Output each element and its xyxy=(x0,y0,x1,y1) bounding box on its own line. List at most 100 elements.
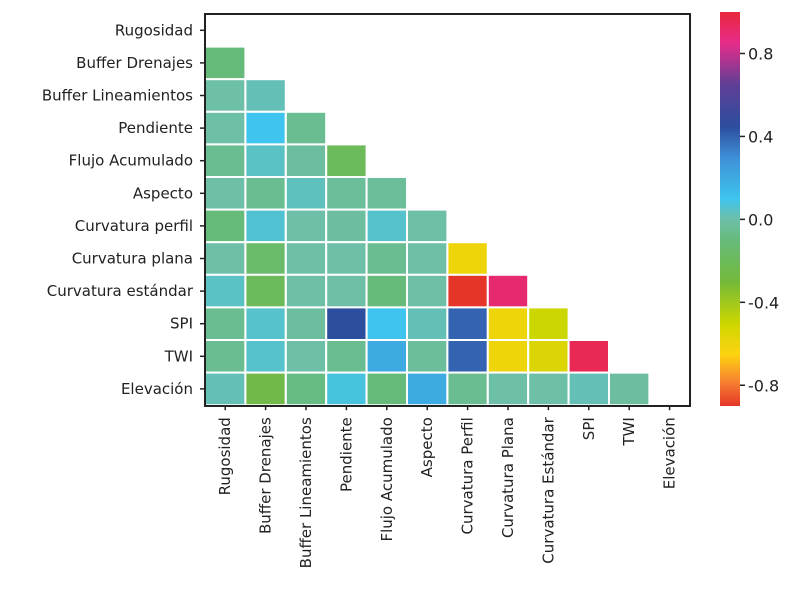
column-label: Elevación xyxy=(661,417,679,489)
heatmap-cell xyxy=(244,273,287,309)
heatmap-cell xyxy=(284,110,328,146)
row-label: Curvatura plana xyxy=(72,250,193,268)
row-label: Elevación xyxy=(121,380,193,398)
heatmap-cell xyxy=(365,306,409,341)
heatmap-cell xyxy=(244,143,287,178)
heatmap-cell xyxy=(325,306,368,341)
heatmap-cell xyxy=(204,78,247,113)
heatmap-cell xyxy=(486,273,530,309)
heatmap-cell xyxy=(567,371,610,407)
heatmap-cell xyxy=(204,45,247,81)
heatmap-cell xyxy=(244,208,287,244)
row-label: Flujo Acumulado xyxy=(69,152,193,170)
column-label: SPI xyxy=(580,417,598,440)
heatmap-cell xyxy=(446,241,489,276)
column-labels: Rugosidad Buffer Drenajes Buffer Lineamien… xyxy=(216,405,679,568)
heatmap-cell xyxy=(244,306,287,341)
heatmap-cell xyxy=(204,371,247,407)
colorbar: 0.8 0.4 0.0 -0.4 -0.8 xyxy=(720,12,779,406)
heatmap-cell xyxy=(204,208,247,244)
column-label: Aspecto xyxy=(418,417,436,477)
heatmap-cell xyxy=(365,273,409,309)
row-label: Curvatura perfil xyxy=(75,217,193,235)
row-labels: Rugosidad Buffer Drenajes Buffer Lineamien… xyxy=(42,21,205,398)
heatmap-cell xyxy=(325,208,368,244)
column-label: Buffer Lineamientos xyxy=(297,417,315,568)
heatmap-cell xyxy=(406,208,449,244)
column-label: Buffer Drenajes xyxy=(257,417,275,534)
column-label: Curvatura Plana xyxy=(499,417,517,538)
column-label: Curvatura Estándar xyxy=(539,416,557,563)
heatmap-cell xyxy=(406,241,449,276)
heatmap-cell xyxy=(527,371,570,407)
heatmap-cell xyxy=(244,339,287,374)
heatmap-cell xyxy=(365,339,409,374)
heatmap-cell xyxy=(325,176,368,211)
heatmap-cell xyxy=(325,273,368,309)
heatmap-cell xyxy=(446,273,489,309)
heatmap-cell xyxy=(325,143,368,178)
heatmap-cell xyxy=(204,143,247,178)
heatmap-cell xyxy=(486,371,530,407)
heatmap-cell xyxy=(365,176,409,211)
heatmap-cell xyxy=(446,339,489,374)
heatmap-cell xyxy=(567,339,610,374)
column-label: Curvatura Perfil xyxy=(459,417,477,534)
heatmap-cell xyxy=(446,306,489,341)
heatmap-cell xyxy=(365,208,409,244)
heatmap-cell xyxy=(406,306,449,341)
heatmap-cell xyxy=(284,176,328,211)
heatmap-cell xyxy=(284,371,328,407)
heatmap-cell xyxy=(204,306,247,341)
colorbar-tick-label: 0.8 xyxy=(748,44,773,63)
column-label: TWI xyxy=(620,417,638,446)
heatmap-cell xyxy=(244,241,287,276)
column-label: Rugosidad xyxy=(216,417,234,495)
heatmap-cell xyxy=(204,273,247,309)
heatmap-frame xyxy=(204,13,691,407)
heatmap-cell xyxy=(204,241,247,276)
row-label: Buffer Drenajes xyxy=(76,54,193,72)
column-label: Pendiente xyxy=(337,417,355,492)
heatmap-cell xyxy=(244,371,287,407)
heatmap-cell xyxy=(284,273,328,309)
colorbar-tick-label: 0.0 xyxy=(748,210,773,229)
heatmap-cell xyxy=(527,339,570,374)
row-label: Curvatura estándar xyxy=(47,282,194,300)
heatmap-cell xyxy=(406,371,449,407)
heatmap-cell xyxy=(365,241,409,276)
heatmap-cell xyxy=(204,110,247,146)
heatmap-cell xyxy=(446,371,489,407)
colorbar-tick-label: -0.4 xyxy=(748,293,779,312)
heatmap-cell xyxy=(284,339,328,374)
heatmap-cell xyxy=(365,371,409,407)
column-label: Flujo Acumulado xyxy=(378,417,396,541)
row-label: Aspecto xyxy=(133,184,193,202)
heatmap-cell xyxy=(284,208,328,244)
colorbar-tick-label: 0.4 xyxy=(748,127,773,146)
heatmap-cell xyxy=(325,339,368,374)
row-label: Pendiente xyxy=(118,119,193,137)
heatmap-cell xyxy=(325,371,368,407)
heatmap-cell xyxy=(244,78,287,113)
heatmap-cell xyxy=(406,273,449,309)
heatmap-cell xyxy=(486,306,530,341)
row-label: Rugosidad xyxy=(115,21,193,39)
heatmap-cell xyxy=(527,306,570,341)
row-label: SPI xyxy=(170,315,193,333)
heatmap-cell xyxy=(284,241,328,276)
row-label: Buffer Lineamientos xyxy=(42,87,193,105)
heatmap-cell xyxy=(406,339,449,374)
heatmap-cell xyxy=(284,143,328,178)
colorbar-gradient xyxy=(720,12,740,406)
heatmap-cell xyxy=(608,371,651,407)
colorbar-tick-label: -0.8 xyxy=(748,376,779,395)
heatmap-cell xyxy=(284,306,328,341)
heatmap-cell xyxy=(204,339,247,374)
heatmap-cell xyxy=(486,339,530,374)
heatmap-cell xyxy=(325,241,368,276)
heatmap-cell xyxy=(244,110,287,146)
heatmap-cell xyxy=(204,176,247,211)
heatmap-cells xyxy=(204,45,651,407)
